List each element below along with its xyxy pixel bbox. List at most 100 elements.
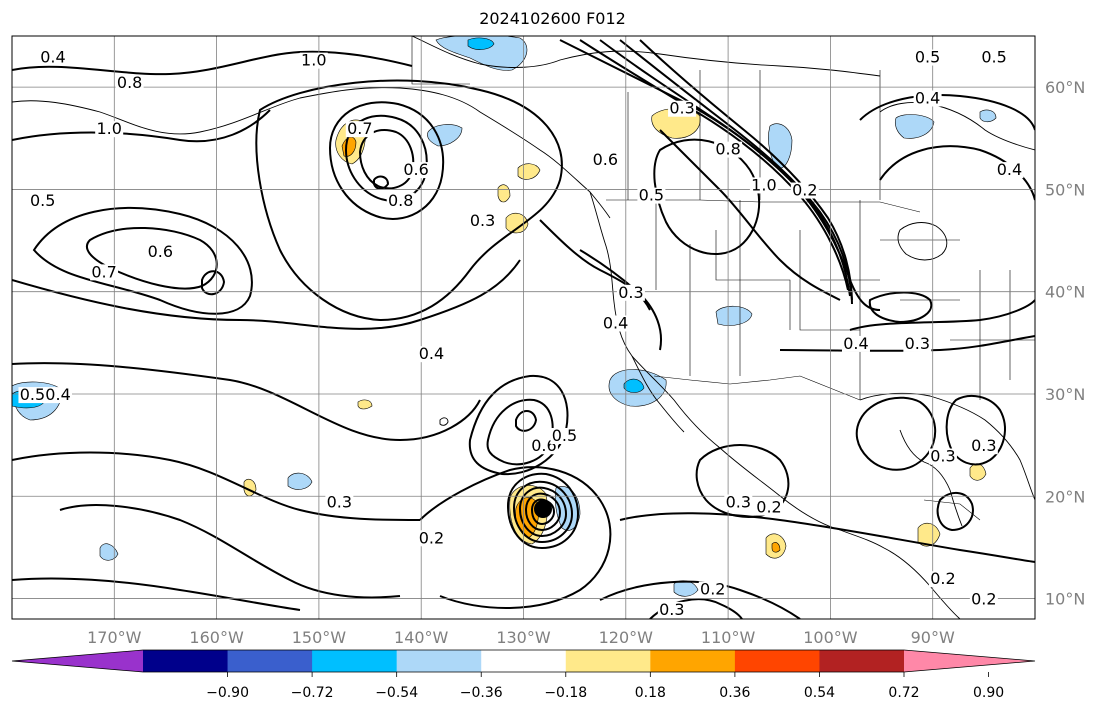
coastline-yucatan: [899, 429, 963, 527]
contour-south-3: [12, 577, 301, 611]
contour-label: 0.7: [91, 262, 116, 281]
contour-high-west-core: [201, 270, 226, 296]
colorbar-segment: [312, 650, 398, 672]
contour-label: 0.2: [419, 528, 444, 547]
graticule: [12, 36, 1035, 619]
contour-gulf-low-1: [328, 101, 445, 220]
lon-tick-label: 120°W: [599, 628, 654, 647]
contour-label-bg: [550, 428, 579, 445]
contour-label-bg: [616, 284, 645, 301]
lat-tick-label: 30°N: [1045, 385, 1085, 404]
contour-label-bg: [980, 49, 1009, 66]
colorbar-tick-label: −0.90: [206, 685, 249, 701]
contour-trough-2: [579, 39, 849, 291]
colorbar-segment: [481, 650, 567, 672]
contour-hurricane-core: [534, 500, 552, 518]
colorbar-tick-label: −0.72: [291, 685, 334, 701]
contour-label: 0.3: [905, 334, 930, 353]
coastline-hawaii: [439, 417, 449, 426]
coastline-great-lakes: [897, 222, 948, 261]
contour-label-bg: [995, 162, 1024, 179]
contour-label: 1.0: [301, 51, 326, 70]
lat-tick-label: 50°N: [1045, 180, 1085, 199]
contour-label-bg: [913, 49, 942, 66]
contour-labels: 1.0 1.0 0.4 0.8 0.5 0.7 0.6 0.7 0.6 0.8 0.3 0.6 0.3 0…: [18, 48, 1024, 619]
contour-label-bg: [928, 571, 957, 588]
coastline-hudson: [879, 101, 1035, 151]
contour-subtropic-low-core: [515, 410, 538, 432]
contour-hurricane-2: [512, 480, 574, 544]
coastline-gulf-mexico: [859, 392, 1035, 501]
contour-label-bg: [402, 162, 431, 179]
contour-label-bg: [601, 315, 630, 332]
coastline-north: [411, 36, 881, 77]
contour-north-1: [12, 50, 413, 76]
colorbar-extend-high: [904, 650, 1035, 672]
colorbar-tick-label: 0.90: [973, 685, 1004, 701]
contour-label-bg: [146, 243, 175, 260]
shade-blue-small-2: [99, 543, 119, 561]
colorbar-tick-labels: −0.90 −0.72 −0.54 −0.36 −0.18 0.18 0.36 0.54 0.7…: [206, 672, 1004, 701]
contour-label: 0.3: [618, 283, 643, 302]
colorbar-tick-label: 0.54: [804, 685, 835, 701]
contour-label: 0.8: [117, 73, 142, 92]
colorbar-segment: [143, 650, 229, 672]
contour-label-bg: [969, 591, 998, 608]
contour-label: 1.0: [751, 175, 776, 194]
contour-gulf-2: [945, 394, 1006, 466]
contour-ridge-long-2: [12, 109, 271, 143]
contour-label-bg: [591, 151, 620, 168]
contour-label: 0.3: [669, 99, 694, 118]
contour-label: 0.4: [419, 344, 444, 363]
contour-south-1: [12, 451, 421, 521]
lat-tick-label: 20°N: [1045, 487, 1085, 506]
contour-label-bg: [468, 213, 497, 230]
contour-label-bg: [386, 192, 415, 209]
contour-trough-6: [659, 129, 841, 301]
contour-label-bg: [714, 141, 743, 158]
shade-blue-southwest: [715, 305, 753, 326]
shade-yellow-small-4: [917, 522, 941, 547]
contour-gulf-1: [855, 396, 937, 471]
colorbar-extend-low: [12, 650, 143, 672]
contour-label-bg: [417, 530, 446, 547]
contour-label-bg: [841, 335, 870, 352]
contour-hurricane-outer: [419, 466, 612, 610]
contour-label-bg: [755, 499, 784, 516]
lat-tick-label: 60°N: [1045, 78, 1085, 97]
contour-label-bg: [90, 264, 119, 281]
contour-hurricane-5: [530, 498, 556, 526]
contour-label-bg: [657, 601, 686, 618]
colorbar-tick-label: 0.36: [719, 685, 750, 701]
map-frame: [11, 35, 1036, 620]
contour-label: 0.8: [388, 191, 413, 210]
shade-yellow-offshore-2: [505, 212, 529, 234]
shade-blue-ne-pacific: [427, 124, 463, 147]
contour-label-bg: [913, 90, 942, 107]
colorbar-segment: [819, 650, 905, 672]
contour-label-bg: [299, 52, 328, 69]
contour-pacific-broad: [255, 79, 563, 322]
lat-tick-label: 10°N: [1045, 590, 1085, 609]
contour-label-bg: [18, 387, 47, 404]
colorbar-tick-label: −0.54: [375, 685, 418, 701]
contour-label: 0.6: [148, 242, 173, 261]
colorbar-segment: [650, 650, 736, 672]
colorbar-segment: [396, 650, 482, 672]
shaded-anomaly-areas: [12, 36, 997, 597]
contour-label: 0.2: [700, 579, 725, 598]
contour-trough-5: [639, 39, 853, 305]
contour-label: 1.0: [96, 119, 121, 138]
contour-label-bg: [95, 121, 124, 138]
map-title: 2024102600 F012: [479, 9, 626, 28]
latitude-tick-labels: 60°N 50°N 40°N 30°N 20°N 10°N: [1045, 78, 1085, 608]
contour-label-bg: [724, 494, 753, 511]
contour-hurricane-4: [524, 492, 562, 532]
contour-label-bg: [749, 177, 778, 194]
contour-label: 0.3: [659, 600, 684, 619]
contour-label: 0.5: [30, 191, 55, 210]
lon-tick-label: 150°W: [292, 628, 347, 647]
contour-label: 0.3: [470, 211, 495, 230]
contour-east-3: [868, 291, 933, 324]
